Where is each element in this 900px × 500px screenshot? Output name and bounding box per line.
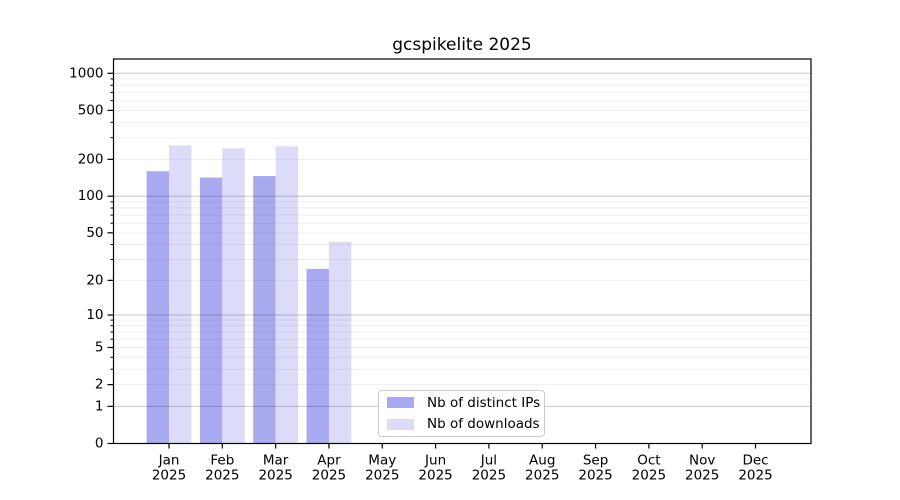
x-tick-label-month: Oct — [637, 453, 660, 469]
x-tick-label-month: Jul — [480, 453, 497, 469]
x-tick-label-year: 2025 — [632, 468, 666, 484]
x-tick-label-month: Jun — [424, 453, 446, 469]
x-tick-label-month: Nov — [689, 453, 715, 469]
bar-feb-2025-nb-of-downloads — [222, 148, 245, 444]
legend-item-distinct-ips: Nb of distinct IPs — [387, 393, 540, 413]
x-tick-label-month: May — [368, 453, 396, 469]
bar-apr-2025-nb-of-downloads — [328, 241, 352, 444]
legend: Nb of distinct IPs Nb of downloads — [378, 390, 545, 437]
x-tick-label-year: 2025 — [685, 468, 719, 484]
x-tick-label-month: Sep — [583, 453, 608, 469]
x-tick-label-year: 2025 — [418, 468, 452, 484]
y-tick-label: 5 — [95, 339, 104, 355]
x-tick-label-month: Aug — [529, 453, 555, 469]
legend-label-downloads: Nb of downloads — [427, 416, 540, 433]
y-tick-label: 100 — [78, 188, 104, 204]
y-tick-label: 0 — [95, 436, 104, 452]
x-tick-label-month: Feb — [210, 453, 234, 469]
x-tick-label-year: 2025 — [312, 468, 346, 484]
legend-item-downloads: Nb of downloads — [387, 414, 540, 434]
legend-label-distinct-ips: Nb of distinct IPs — [427, 394, 541, 411]
plot-border — [112, 58, 812, 445]
x-tick-label-month: Dec — [742, 453, 768, 469]
x-tick-label-year: 2025 — [258, 468, 292, 484]
bar-mar-2025-nb-of-downloads — [275, 146, 299, 444]
bar-mar-2025-nb-of-distinct-ips — [253, 176, 276, 444]
y-tick-label: 1000 — [69, 65, 103, 81]
x-tick-label-year: 2025 — [525, 468, 559, 484]
x-tick-label-year: 2025 — [152, 468, 186, 484]
bar-apr-2025-nb-of-distinct-ips — [306, 268, 329, 444]
y-tick-label: 10 — [86, 307, 103, 323]
legend-swatch-distinct-ips — [387, 397, 414, 409]
y-tick-label: 200 — [78, 151, 104, 167]
y-tick-label: 20 — [86, 272, 103, 288]
y-tick-label: 2 — [95, 377, 104, 393]
x-tick-label-year: 2025 — [365, 468, 399, 484]
x-tick-label-year: 2025 — [738, 468, 772, 484]
legend-swatch-downloads — [387, 418, 414, 430]
x-tick-label-month: Mar — [263, 453, 289, 469]
bar-jan-2025-nb-of-downloads — [169, 145, 192, 444]
y-tick-label: 1 — [95, 398, 104, 414]
x-tick-label-month: Apr — [317, 453, 341, 469]
x-tick-label-year: 2025 — [205, 468, 239, 484]
bar-feb-2025-nb-of-distinct-ips — [199, 177, 223, 444]
x-tick-label-month: Jan — [158, 453, 180, 469]
chart-title: gcspikelite 2025 — [392, 35, 532, 55]
bar-jan-2025-nb-of-distinct-ips — [146, 171, 169, 444]
y-tick-label: 50 — [86, 225, 103, 241]
x-tick-label-year: 2025 — [578, 468, 612, 484]
y-tick-label: 500 — [78, 102, 104, 118]
x-tick-label-year: 2025 — [472, 468, 506, 484]
